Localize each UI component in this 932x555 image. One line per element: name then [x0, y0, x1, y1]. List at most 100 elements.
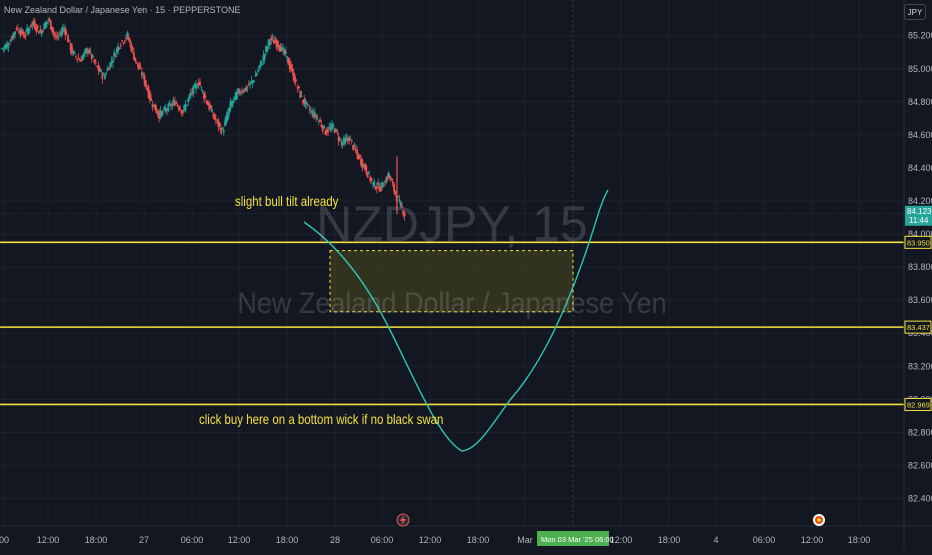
- candle-down: [59, 32, 61, 34]
- candle-down: [403, 212, 406, 217]
- projection-curve: [303, 189, 609, 452]
- y-tick-label: 83.800: [908, 262, 932, 272]
- candle-down: [176, 104, 179, 107]
- x-tick-label: 06:00: [753, 535, 776, 545]
- x-tick-label: 18:00: [276, 535, 299, 545]
- candle-up: [226, 113, 229, 120]
- candle-down: [80, 59, 83, 62]
- candle-up: [328, 127, 331, 129]
- horizontal-levels: [0, 213, 904, 406]
- candle-up: [255, 73, 258, 76]
- candle-up: [43, 23, 46, 30]
- candle-down: [197, 82, 200, 86]
- candle-down: [130, 44, 133, 52]
- candle-down: [337, 136, 340, 141]
- last-price-badge-bg: [905, 205, 932, 226]
- candle-down: [366, 172, 369, 178]
- candle-up: [44, 22, 47, 28]
- candle-up: [100, 70, 102, 73]
- candle-up: [14, 31, 17, 34]
- candle-up: [26, 27, 28, 32]
- candle-down: [180, 110, 183, 114]
- y-tick-label: 84.400: [908, 163, 932, 173]
- candle-down: [38, 31, 40, 34]
- candle-down: [108, 68, 110, 71]
- candle-down: [327, 128, 329, 133]
- candle-down: [374, 186, 377, 190]
- candle-up: [368, 172, 370, 174]
- candle-down: [30, 24, 32, 27]
- candle-down: [39, 29, 42, 33]
- x-tick-label: Mar: [517, 535, 533, 545]
- candle-down: [315, 115, 318, 118]
- candle-up: [261, 63, 263, 65]
- level-badge-bg: [904, 397, 932, 411]
- y-tick-label: 83.600: [908, 295, 932, 305]
- candle-up: [168, 103, 171, 105]
- candle-down: [137, 63, 139, 67]
- candle-down: [203, 92, 205, 99]
- x-tick-label: 12:00: [37, 535, 60, 545]
- level-badge: 83.437: [904, 320, 932, 334]
- candle-up: [115, 48, 118, 53]
- candle-down: [299, 90, 302, 98]
- candle-down: [121, 40, 124, 42]
- annotation-bottom[interactable]: click buy here on a bottom wick if no bl…: [199, 411, 444, 427]
- price-axis[interactable]: 85.200 85.000 84.800 84.600 84.400 84.200 84.0…: [903, 0, 932, 550]
- y-tick-label: 85.200: [908, 31, 932, 41]
- y-tick-label: 84.200: [908, 196, 932, 206]
- candle-down: [90, 54, 93, 60]
- candle-down: [389, 175, 391, 179]
- candle-up: [304, 100, 307, 105]
- candle-up: [266, 46, 269, 52]
- annotation-top[interactable]: slight bull tilt already: [235, 193, 339, 209]
- candle-down: [386, 176, 389, 180]
- candle-down: [294, 76, 296, 84]
- candle-up: [57, 35, 60, 37]
- level-badge-label: 82.969: [907, 400, 930, 409]
- candle-down: [97, 65, 100, 71]
- y-tick-label: 84.000: [908, 229, 932, 239]
- candle-up: [309, 110, 312, 112]
- candle-up: [237, 88, 240, 93]
- candle-up: [349, 138, 352, 140]
- candle-up: [2, 47, 5, 49]
- candle-up: [72, 50, 75, 54]
- candle-up: [1, 48, 3, 50]
- symbol-title[interactable]: New Zealand Dollar / Japanese Yen · 15 ·…: [4, 5, 241, 15]
- time-axis[interactable]: 00 12:00 18:00 27 06:00 12:00 18:00 28 06:00 12:0…: [0, 513, 932, 546]
- candle-down: [212, 114, 215, 117]
- candle-down: [131, 47, 134, 50]
- candle-down: [325, 129, 328, 134]
- candle-up: [225, 115, 228, 123]
- candle-down: [324, 130, 327, 135]
- candle-up: [31, 21, 34, 26]
- watermark-symbol: NZDJPY, 15: [316, 196, 588, 252]
- candle-down: [143, 75, 146, 84]
- candle-up: [12, 32, 15, 37]
- candle-down: [32, 20, 35, 25]
- last-price-countdown: 11:44: [909, 216, 929, 225]
- x-tick-label: 18:00: [85, 535, 108, 545]
- candle-down: [205, 100, 208, 104]
- candle-up: [171, 103, 174, 107]
- candle-down: [360, 158, 362, 165]
- crosshair-date-badge: Mon 03 Mar '25 06:00: [537, 531, 614, 546]
- currency-button[interactable]: JPY: [904, 4, 926, 20]
- candle-down: [42, 30, 44, 32]
- candle-up: [262, 55, 265, 61]
- candle-down: [148, 91, 151, 100]
- x-tick-label: 18:00: [658, 535, 681, 545]
- candle-down: [391, 181, 394, 184]
- candles: [1, 17, 406, 221]
- candle-up: [201, 90, 204, 92]
- candle-up: [253, 81, 256, 82]
- candle-down: [276, 40, 279, 47]
- candle-down: [302, 100, 304, 103]
- x-tick-label: 12:00: [610, 535, 633, 545]
- candle-down: [303, 98, 306, 105]
- candle-up: [163, 106, 166, 110]
- candle-down: [75, 56, 77, 58]
